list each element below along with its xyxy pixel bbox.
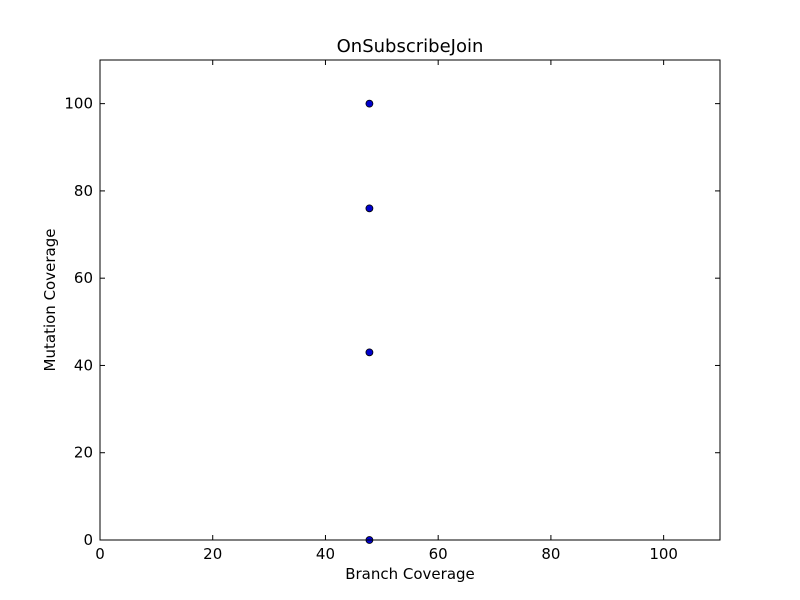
x-tick-label: 80 xyxy=(541,545,560,563)
x-tick-label: 20 xyxy=(203,545,222,563)
x-axis-label: Branch Coverage xyxy=(345,565,475,583)
y-tick-label: 80 xyxy=(74,182,93,200)
x-tick-label: 0 xyxy=(95,545,105,563)
y-tick-label: 20 xyxy=(74,444,93,462)
y-axis-label: Mutation Coverage xyxy=(41,229,59,372)
data-points xyxy=(365,99,374,544)
axis-ticks: 0 20 40 60 80 100 0 20 40 60 80 100 xyxy=(64,60,720,563)
plot-area-frame xyxy=(99,59,721,541)
y-tick-label: 60 xyxy=(74,269,93,287)
data-point xyxy=(365,348,374,357)
x-tick-label: 60 xyxy=(429,545,448,563)
x-tick-label: 40 xyxy=(316,545,335,563)
data-point xyxy=(365,204,374,213)
x-tick-label: 100 xyxy=(649,545,678,563)
data-point xyxy=(365,99,374,108)
y-tick-label: 40 xyxy=(74,356,93,374)
chart-title: OnSubscribeJoin xyxy=(337,36,484,57)
y-tick-label: 0 xyxy=(83,531,93,549)
y-tick-label: 100 xyxy=(64,95,93,113)
